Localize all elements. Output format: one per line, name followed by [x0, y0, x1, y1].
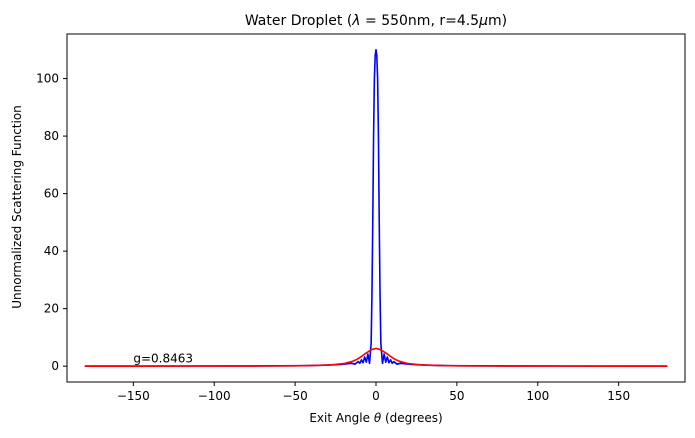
theta-symbol: θ	[374, 411, 382, 425]
mu-symbol: μ	[478, 13, 488, 29]
y-tick-label: 100	[36, 72, 59, 86]
series-layer	[84, 49, 668, 367]
y-tick-label: 20	[44, 302, 59, 316]
y-tick-label: 0	[51, 359, 59, 373]
lambda-symbol: λ	[351, 13, 360, 29]
y-axis-label: Unnormalized Scattering Function	[10, 105, 24, 309]
y-tick-label: 60	[44, 187, 59, 201]
x-tick-label: −100	[198, 389, 231, 403]
x-axis-ticks: −150 −100 −50 0 50 100 150	[117, 382, 630, 403]
x-tick-label: 0	[372, 389, 380, 403]
plot-area: g=0.8463	[66, 33, 686, 383]
x-tick-label: 100	[526, 389, 549, 403]
y-tick-label: 40	[44, 244, 59, 258]
x-tick-label: 50	[449, 389, 464, 403]
asymmetry-annotation: g=0.8463	[133, 352, 193, 366]
x-tick-label: 150	[607, 389, 630, 403]
x-tick-label: −50	[282, 389, 307, 403]
series-line-2	[84, 347, 668, 367]
y-axis-ticks: 0 20 40 60 80 100	[36, 72, 67, 373]
chart-title: Water Droplet (λ = 550nm, r=4.5μm)	[245, 13, 507, 29]
y-tick-label: 80	[44, 129, 59, 143]
x-tick-label: −150	[117, 389, 150, 403]
x-axis-label: Exit Angle θ (degrees)	[309, 411, 442, 425]
